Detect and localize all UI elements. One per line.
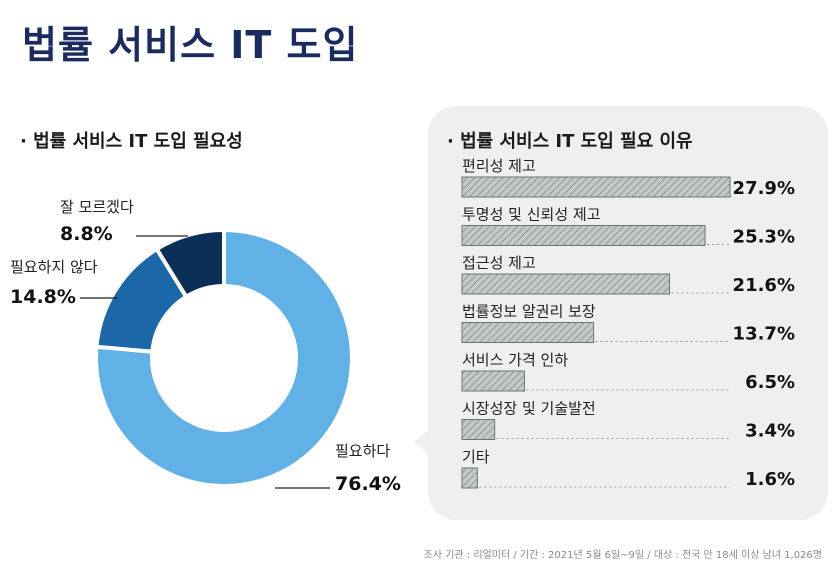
bar-value-label: 13.7% bbox=[733, 324, 795, 345]
bar-value-label: 21.6% bbox=[733, 275, 795, 296]
bar bbox=[461, 176, 731, 198]
bar-chart-title: · 법률 서비스 IT 도입 필요 이유 bbox=[447, 131, 693, 152]
slice-value-label: 8.8% bbox=[60, 223, 113, 245]
bar-category-label: 법률정보 알권리 보장 bbox=[462, 303, 596, 321]
bar bbox=[461, 370, 525, 392]
reasons-panel-pointer bbox=[414, 430, 428, 454]
bar-category-label: 접근성 제고 bbox=[462, 254, 536, 272]
bar bbox=[461, 225, 706, 246]
bar-value-label: 1.6% bbox=[745, 469, 795, 490]
bar-value-label: 3.4% bbox=[745, 421, 795, 442]
reasons-panel bbox=[428, 106, 828, 520]
slice-value-label: 76.4% bbox=[335, 473, 401, 495]
bar-value-label: 25.3% bbox=[733, 227, 795, 248]
donut-chart: 필요하다 76.4% 필요하지 않다 14.8% 잘 모르겠다 8.8% bbox=[10, 198, 401, 495]
bar-category-label: 기타 bbox=[462, 448, 490, 466]
bar bbox=[461, 322, 595, 343]
donut-slice bbox=[94, 227, 354, 488]
bar-value-label: 27.9% bbox=[733, 178, 795, 199]
source-note: 조사 기관 : 리얼미터 / 기간 : 2021년 5월 6일~9일 / 대상 … bbox=[423, 550, 822, 561]
bar bbox=[461, 467, 478, 489]
donut-chart-title: · 법률 서비스 IT 도입 필요성 bbox=[20, 131, 243, 152]
bar-category-label: 서비스 가격 인하 bbox=[462, 351, 568, 369]
bar bbox=[461, 273, 670, 295]
slice-label: 필요하다 bbox=[335, 442, 390, 460]
bar-category-label: 시장성장 및 기술발전 bbox=[462, 400, 596, 418]
bar-value-label: 6.5% bbox=[745, 372, 795, 393]
slice-label: 필요하지 않다 bbox=[10, 258, 98, 276]
bar-chart: 편리성 제고 27.9% 투명성 및 신뢰성 제고 25.3% 접근성 제고 21.6% 법… bbox=[461, 157, 795, 490]
bar-category-label: 투명성 및 신뢰성 제고 bbox=[462, 206, 601, 224]
bar-category-label: 편리성 제고 bbox=[462, 157, 536, 175]
donut-slice bbox=[154, 227, 226, 300]
page-title: 법률 서비스 IT 도입 bbox=[22, 23, 359, 67]
slice-label: 잘 모르겠다 bbox=[60, 198, 134, 216]
bar bbox=[461, 419, 496, 440]
slice-value-label: 14.8% bbox=[10, 286, 76, 308]
